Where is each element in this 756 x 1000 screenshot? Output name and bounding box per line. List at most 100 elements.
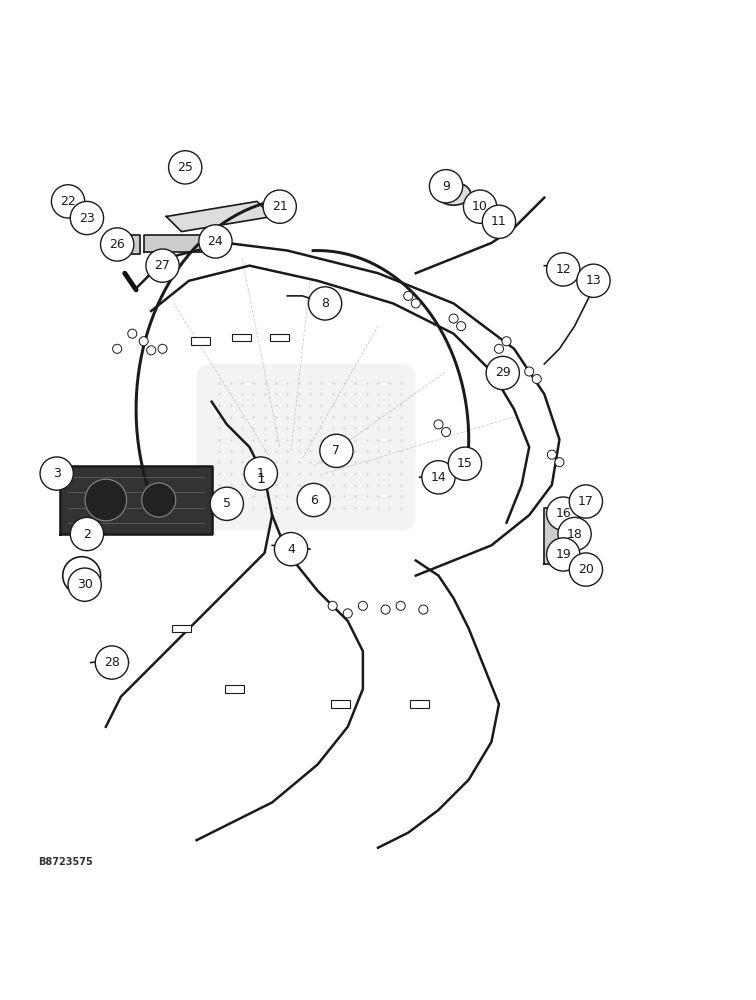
Text: 4: 4 (287, 543, 295, 556)
Circle shape (63, 557, 101, 594)
Text: 26: 26 (110, 238, 125, 251)
Ellipse shape (142, 483, 175, 517)
Polygon shape (144, 235, 204, 252)
Text: 14: 14 (431, 471, 446, 484)
Circle shape (482, 205, 516, 238)
Text: 10: 10 (472, 200, 488, 213)
FancyBboxPatch shape (270, 334, 289, 341)
Text: 16: 16 (556, 507, 571, 520)
Circle shape (569, 485, 603, 518)
Text: 11: 11 (491, 215, 507, 228)
Circle shape (381, 605, 390, 614)
Text: 22: 22 (60, 195, 76, 208)
Ellipse shape (85, 479, 126, 521)
Text: 24: 24 (208, 235, 223, 248)
Circle shape (297, 483, 330, 517)
Text: B8723575: B8723575 (38, 857, 92, 867)
Circle shape (442, 427, 451, 436)
Circle shape (146, 249, 179, 282)
Circle shape (502, 337, 511, 346)
Circle shape (448, 447, 482, 480)
Circle shape (70, 517, 104, 551)
Polygon shape (166, 201, 272, 232)
Text: 25: 25 (178, 161, 193, 174)
Text: 19: 19 (556, 548, 571, 561)
Circle shape (169, 151, 202, 184)
Circle shape (547, 497, 580, 530)
FancyBboxPatch shape (331, 700, 349, 708)
Circle shape (358, 601, 367, 610)
Text: 21: 21 (272, 200, 287, 213)
Circle shape (457, 322, 466, 331)
Circle shape (525, 367, 534, 376)
Circle shape (274, 533, 308, 566)
Circle shape (139, 337, 148, 346)
Circle shape (532, 375, 541, 384)
Circle shape (463, 190, 497, 223)
Circle shape (308, 287, 342, 320)
Circle shape (558, 517, 591, 551)
Text: 8: 8 (321, 297, 329, 310)
Text: 9: 9 (442, 180, 450, 193)
Text: 1: 1 (257, 467, 265, 480)
Circle shape (422, 461, 455, 494)
Polygon shape (544, 508, 578, 564)
Circle shape (263, 190, 296, 223)
FancyBboxPatch shape (411, 700, 429, 708)
Text: 1: 1 (256, 472, 265, 486)
Text: 28: 28 (104, 656, 119, 669)
Text: 13: 13 (586, 274, 601, 287)
Circle shape (199, 225, 232, 258)
FancyBboxPatch shape (233, 334, 251, 341)
Text: 29: 29 (495, 366, 510, 379)
Circle shape (320, 434, 353, 467)
Text: 12: 12 (556, 263, 571, 276)
Circle shape (113, 344, 122, 353)
FancyBboxPatch shape (191, 337, 210, 345)
Text: 6: 6 (310, 493, 318, 506)
Polygon shape (110, 235, 140, 254)
Circle shape (328, 601, 337, 610)
Circle shape (494, 344, 503, 353)
Circle shape (40, 457, 73, 490)
Circle shape (434, 420, 443, 429)
Circle shape (95, 646, 129, 679)
Circle shape (343, 609, 352, 618)
FancyBboxPatch shape (197, 364, 416, 530)
FancyBboxPatch shape (172, 625, 191, 632)
Circle shape (128, 329, 137, 338)
Circle shape (68, 568, 101, 601)
Text: 18: 18 (567, 528, 582, 541)
Circle shape (449, 314, 458, 323)
Text: 23: 23 (79, 212, 94, 225)
Text: 5: 5 (223, 497, 231, 510)
Circle shape (158, 344, 167, 353)
Circle shape (569, 553, 603, 586)
Circle shape (396, 601, 405, 610)
Circle shape (147, 346, 156, 355)
Circle shape (411, 299, 420, 308)
Circle shape (547, 538, 580, 571)
Text: 7: 7 (333, 444, 340, 457)
Text: 15: 15 (457, 457, 472, 470)
Circle shape (404, 291, 413, 300)
Circle shape (419, 605, 428, 614)
Circle shape (101, 228, 134, 261)
Text: 2: 2 (83, 528, 91, 541)
Circle shape (555, 458, 564, 467)
Circle shape (547, 253, 580, 286)
Circle shape (547, 450, 556, 459)
Text: 20: 20 (578, 563, 593, 576)
Text: 3: 3 (53, 467, 60, 480)
Circle shape (51, 185, 85, 218)
Circle shape (70, 201, 104, 235)
Text: 30: 30 (77, 578, 92, 591)
Circle shape (577, 264, 610, 297)
Text: 17: 17 (578, 495, 593, 508)
FancyBboxPatch shape (225, 685, 243, 693)
Circle shape (210, 487, 243, 520)
Text: 27: 27 (155, 259, 170, 272)
Polygon shape (60, 466, 212, 534)
Circle shape (244, 457, 277, 490)
Circle shape (429, 170, 463, 203)
